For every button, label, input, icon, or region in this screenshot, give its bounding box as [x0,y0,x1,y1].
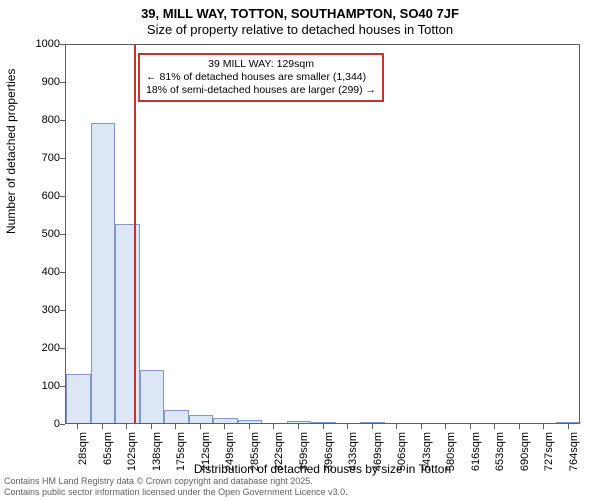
xtick-mark [347,424,348,429]
histogram-bar [556,422,581,423]
ytick-label: 200 [42,342,60,354]
xtick-mark [568,424,569,429]
property-marker-line [134,45,136,423]
histogram-bar [311,422,336,423]
ytick-label: 300 [42,304,60,316]
histogram-bar [238,420,263,423]
histogram-bar [164,410,189,423]
xtick-mark [396,424,397,429]
annotation-title: 39 MILL WAY: 129sqm [146,58,376,71]
y-axis-label: Number of detached properties [4,69,18,234]
ytick-label: 1000 [36,38,60,50]
ytick-label: 500 [42,228,60,240]
histogram-bar [189,415,214,423]
xtick-mark [421,424,422,429]
histogram-bar [66,374,91,423]
histogram-bar [140,370,165,423]
histogram-bar [213,418,238,423]
footer-line1: Contains HM Land Registry data © Crown c… [4,476,348,487]
xtick-mark [273,424,274,429]
title-sub: Size of property relative to detached ho… [0,22,600,37]
annotation-larger: 18% of semi-detached houses are larger (… [146,84,376,97]
histogram-bar [91,123,116,423]
footer-line2: Contains public sector information licen… [4,487,348,498]
ytick-mark [60,424,65,425]
histogram-bar [287,421,312,423]
xtick-mark [470,424,471,429]
xtick-mark [200,424,201,429]
xtick-mark [543,424,544,429]
ytick-mark [60,348,65,349]
xtick-mark [519,424,520,429]
xtick-mark [126,424,127,429]
ytick-mark [60,44,65,45]
ytick-mark [60,310,65,311]
ytick-label: 800 [42,114,60,126]
xtick-mark [224,424,225,429]
ytick-mark [60,82,65,83]
ytick-label: 700 [42,152,60,164]
xtick-mark [175,424,176,429]
xtick-mark [298,424,299,429]
ytick-mark [60,234,65,235]
xtick-mark [372,424,373,429]
ytick-label: 900 [42,76,60,88]
footer-attribution: Contains HM Land Registry data © Crown c… [4,476,348,498]
ytick-mark [60,120,65,121]
ytick-mark [60,196,65,197]
title-main: 39, MILL WAY, TOTTON, SOUTHAMPTON, SO40 … [0,6,600,21]
histogram-bar [360,422,385,423]
xtick-mark [494,424,495,429]
ytick-label: 600 [42,190,60,202]
ytick-label: 100 [42,380,60,392]
xtick-mark [323,424,324,429]
chart-container: 39, MILL WAY, TOTTON, SOUTHAMPTON, SO40 … [0,0,600,500]
ytick-mark [60,272,65,273]
xtick-mark [77,424,78,429]
xtick-mark [102,424,103,429]
xtick-mark [445,424,446,429]
ytick-mark [60,158,65,159]
ytick-label: 400 [42,266,60,278]
xtick-mark [151,424,152,429]
ytick-mark [60,386,65,387]
xtick-mark [249,424,250,429]
x-axis-label: Distribution of detached houses by size … [65,462,580,476]
annotation-box: 39 MILL WAY: 129sqm ← 81% of detached ho… [138,53,384,102]
annotation-smaller: ← 81% of detached houses are smaller (1,… [146,71,376,84]
plot-area: 39 MILL WAY: 129sqm ← 81% of detached ho… [65,44,580,424]
